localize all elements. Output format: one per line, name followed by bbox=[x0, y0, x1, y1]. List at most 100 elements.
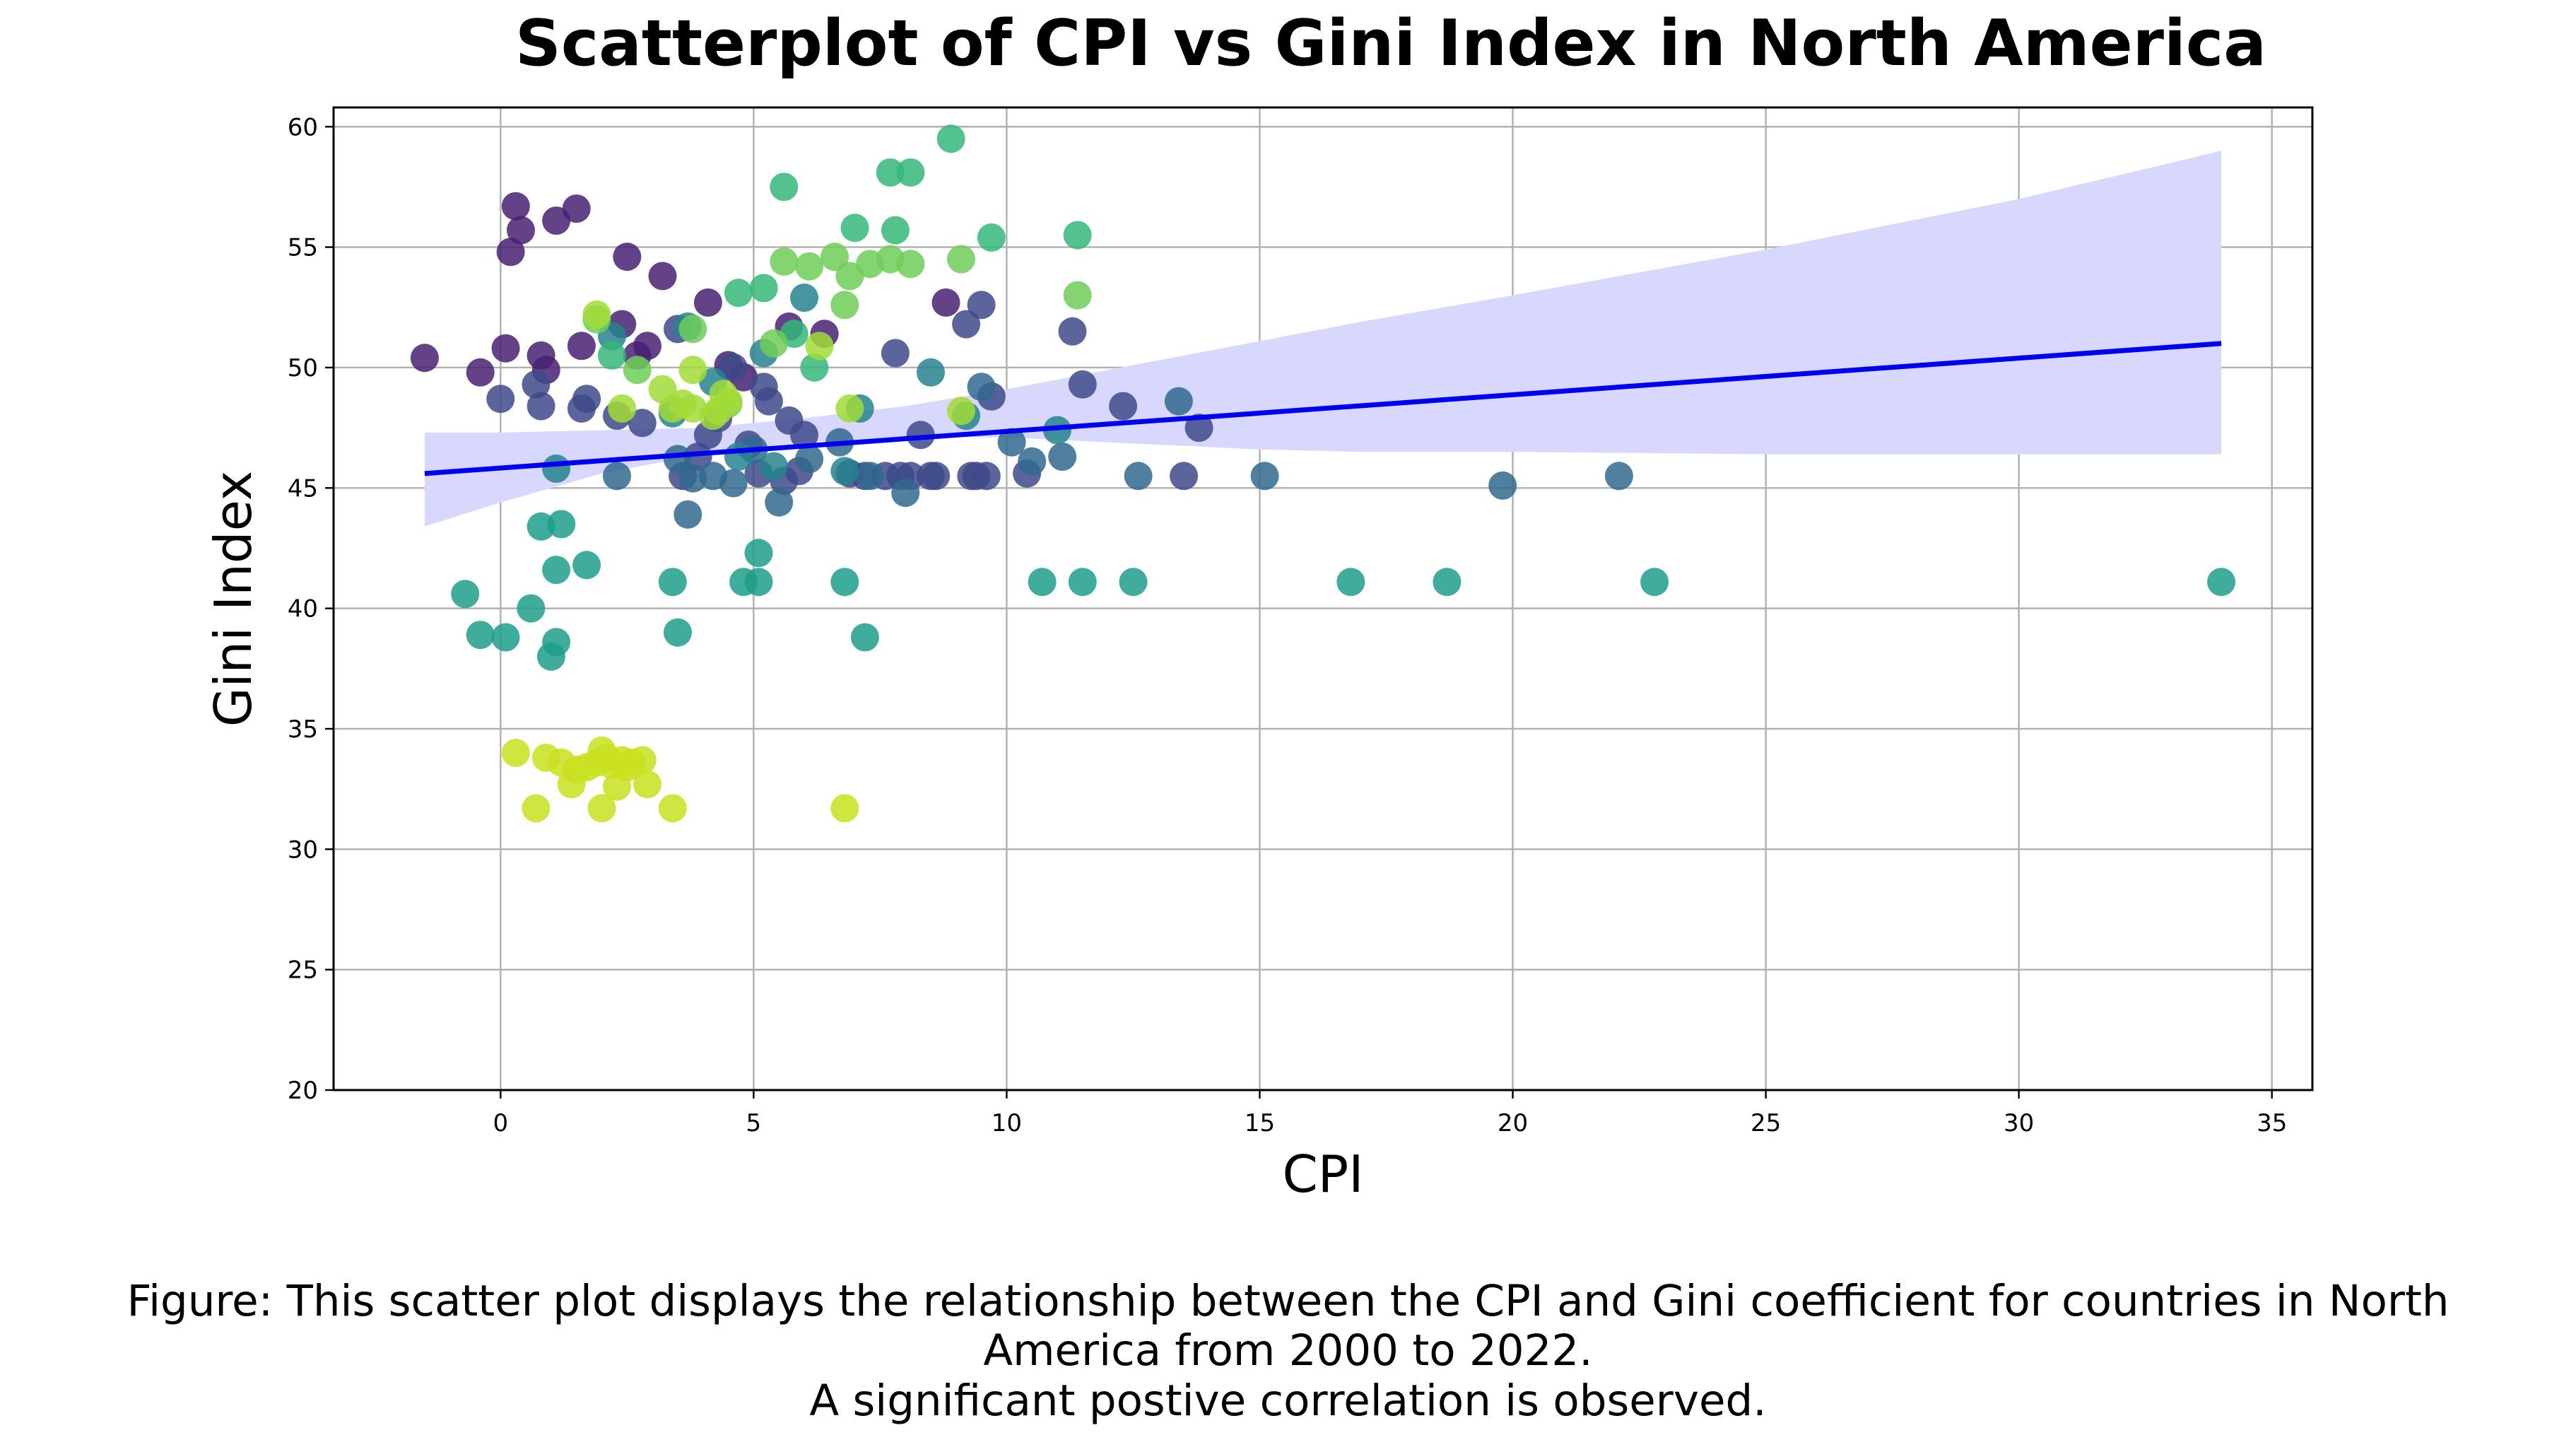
data-point bbox=[714, 387, 743, 416]
data-point bbox=[1184, 414, 1213, 443]
data-point bbox=[527, 392, 555, 421]
data-point bbox=[891, 479, 920, 508]
data-point bbox=[835, 262, 864, 291]
figure-caption-line-1: Figure: This scatter plot displays the r… bbox=[127, 1276, 2449, 1326]
data-point bbox=[1640, 568, 1669, 597]
data-point bbox=[486, 385, 515, 414]
figure-caption-line-2: America from 2000 to 2022. bbox=[983, 1325, 1593, 1376]
data-point bbox=[603, 462, 631, 491]
data-point bbox=[507, 216, 535, 245]
data-point bbox=[633, 332, 661, 361]
data-point bbox=[451, 580, 480, 609]
data-point bbox=[754, 387, 783, 416]
data-point bbox=[795, 252, 824, 281]
data-point bbox=[881, 216, 910, 245]
data-point bbox=[744, 568, 773, 597]
data-point bbox=[542, 556, 571, 585]
data-point bbox=[572, 551, 601, 580]
data-point bbox=[567, 332, 596, 361]
data-point bbox=[947, 245, 975, 274]
data-point bbox=[1063, 221, 1092, 250]
data-point bbox=[1336, 568, 1365, 597]
y-axis-label: Gini Index bbox=[204, 471, 263, 727]
data-point bbox=[628, 746, 657, 775]
data-point bbox=[840, 213, 869, 242]
data-point bbox=[1488, 471, 1517, 500]
x-tick-label: 15 bbox=[1245, 1109, 1275, 1137]
data-point bbox=[936, 124, 965, 153]
data-point bbox=[491, 334, 520, 363]
data-point bbox=[765, 488, 794, 517]
data-point bbox=[613, 242, 642, 271]
x-tick-label: 0 bbox=[493, 1109, 508, 1137]
data-point bbox=[719, 353, 748, 382]
data-point bbox=[517, 594, 546, 623]
data-point bbox=[664, 445, 692, 474]
data-point bbox=[1250, 462, 1279, 491]
data-point bbox=[1018, 447, 1047, 476]
data-point bbox=[674, 500, 702, 529]
data-point bbox=[648, 262, 677, 291]
data-point bbox=[1109, 392, 1138, 421]
data-point bbox=[790, 421, 818, 450]
data-point bbox=[896, 158, 925, 187]
data-point bbox=[466, 621, 495, 650]
data-point bbox=[931, 288, 960, 317]
data-point bbox=[724, 443, 753, 471]
x-tick-label: 5 bbox=[746, 1109, 762, 1137]
data-point bbox=[522, 370, 551, 399]
data-point bbox=[693, 288, 722, 317]
data-point bbox=[800, 353, 829, 382]
data-point bbox=[501, 739, 530, 767]
data-point bbox=[770, 247, 799, 276]
data-point bbox=[628, 409, 657, 438]
y-tick-label: 40 bbox=[288, 595, 318, 623]
data-point bbox=[562, 194, 591, 223]
data-point bbox=[997, 428, 1026, 457]
data-point bbox=[977, 223, 1006, 252]
x-tick-label: 35 bbox=[2257, 1109, 2287, 1137]
data-point bbox=[496, 238, 525, 267]
data-point bbox=[547, 510, 576, 539]
data-point bbox=[821, 242, 849, 271]
data-point bbox=[1124, 462, 1153, 491]
data-point bbox=[850, 623, 879, 652]
y-tick-label: 45 bbox=[288, 474, 318, 503]
confidence-band-layer bbox=[424, 151, 2222, 527]
x-tick-label: 10 bbox=[992, 1109, 1022, 1137]
data-point bbox=[410, 344, 439, 373]
y-tick-label: 35 bbox=[288, 715, 318, 744]
data-point bbox=[491, 623, 520, 652]
data-point bbox=[522, 794, 551, 823]
data-point bbox=[830, 568, 859, 597]
data-point bbox=[760, 452, 788, 481]
y-tick-label: 25 bbox=[288, 956, 318, 985]
data-point bbox=[678, 356, 707, 385]
data-point bbox=[678, 315, 707, 344]
data-point bbox=[1170, 462, 1199, 491]
data-point bbox=[1048, 443, 1077, 471]
regression-line bbox=[424, 341, 2222, 476]
data-point bbox=[724, 279, 753, 308]
data-point bbox=[947, 397, 975, 426]
data-point bbox=[922, 462, 951, 491]
data-point bbox=[917, 358, 945, 387]
x-tick-label: 30 bbox=[2004, 1109, 2034, 1137]
data-point bbox=[608, 394, 637, 423]
data-point bbox=[633, 770, 661, 799]
data-point bbox=[1604, 462, 1633, 491]
figure-caption-line-3: A significant postive correlation is obs… bbox=[809, 1376, 1767, 1426]
data-point bbox=[805, 332, 834, 361]
y-tick-label: 60 bbox=[288, 113, 318, 141]
data-point bbox=[856, 462, 885, 491]
data-points-layer bbox=[410, 124, 2236, 823]
data-point bbox=[1119, 568, 1148, 597]
data-point bbox=[1063, 281, 1092, 310]
data-point bbox=[952, 310, 981, 339]
data-point bbox=[967, 373, 996, 402]
data-point bbox=[658, 794, 687, 823]
y-tick-label: 30 bbox=[288, 836, 318, 864]
regression-line-layer bbox=[424, 341, 2222, 476]
data-point bbox=[835, 394, 864, 423]
data-point bbox=[1068, 370, 1097, 399]
